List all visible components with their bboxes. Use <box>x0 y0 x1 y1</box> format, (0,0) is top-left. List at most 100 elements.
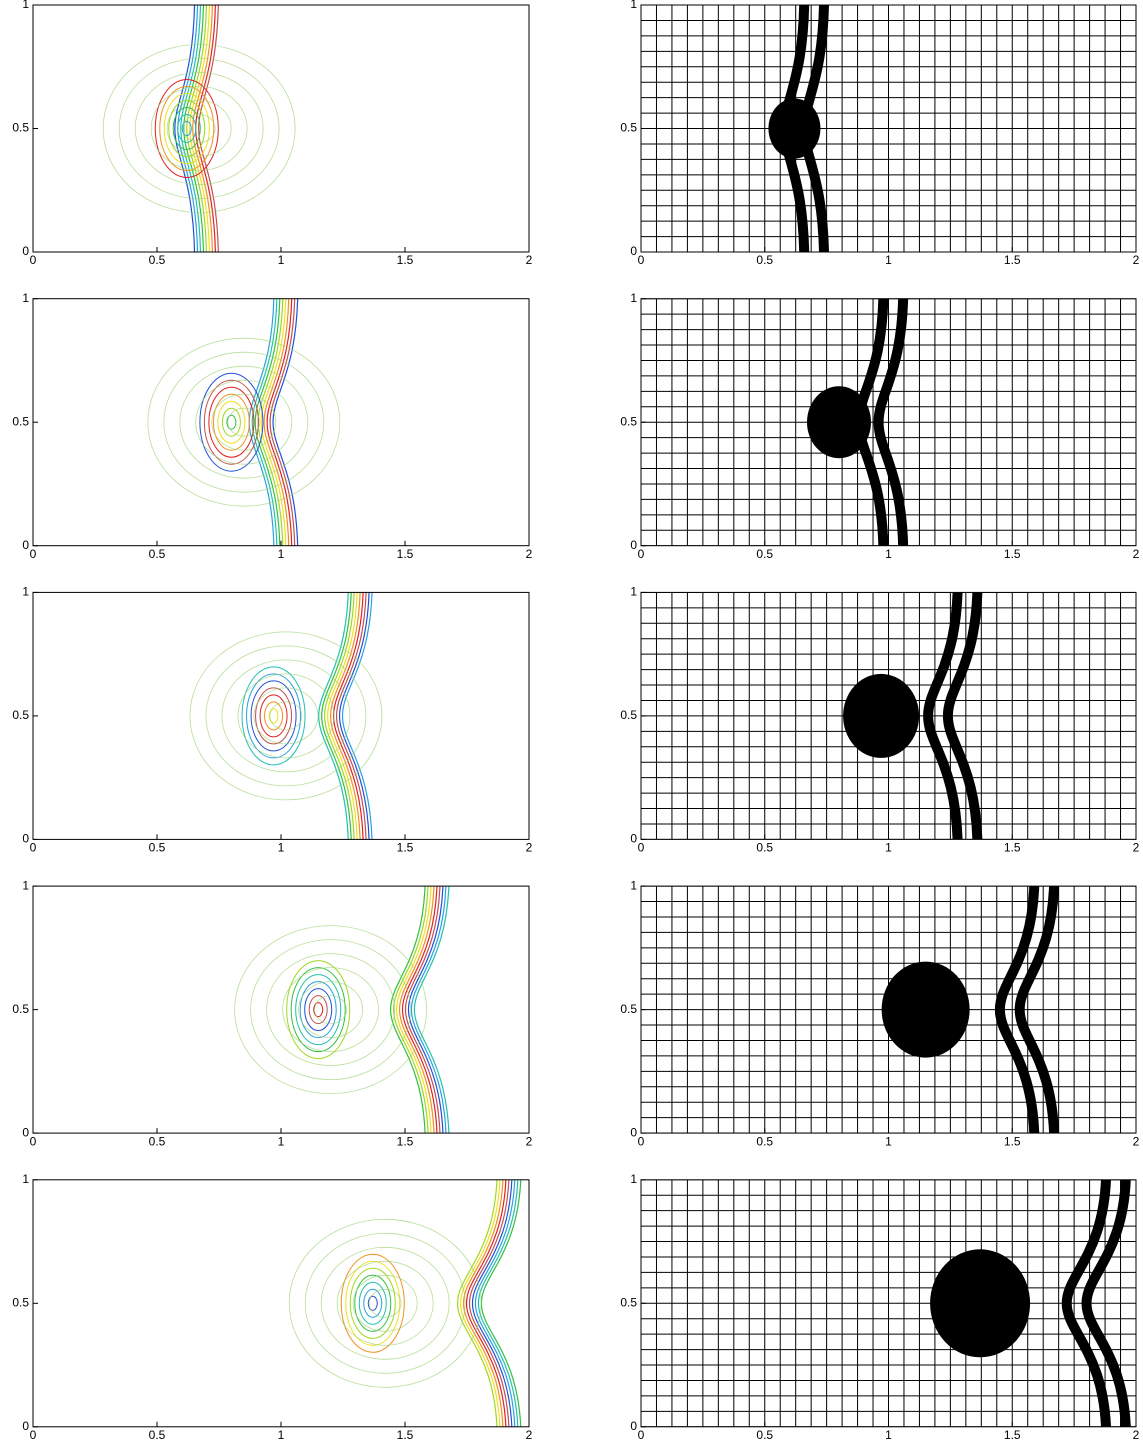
contour-line <box>251 298 278 546</box>
refined-region <box>873 298 909 546</box>
contour-line <box>150 86 248 171</box>
plot-area <box>641 5 1136 252</box>
contour-line <box>260 298 287 546</box>
contour-line <box>154 79 219 178</box>
x-tick-label: 2 <box>1133 547 1140 561</box>
x-tick-label: 1.5 <box>1004 1428 1021 1442</box>
contour-line <box>413 886 450 1134</box>
x-tick-label: 2 <box>1133 1428 1140 1442</box>
contour-line <box>203 379 259 465</box>
contour-line <box>401 886 438 1134</box>
panel: 0 0.5 1 1.5 2 0 0.5 1 <box>12 585 532 855</box>
contour-line <box>410 886 447 1134</box>
plot-area <box>189 592 383 840</box>
y-tick-label: 0 <box>630 1125 637 1139</box>
contour-line <box>174 5 196 252</box>
contour-line <box>468 1179 510 1427</box>
contour-line <box>459 1179 501 1427</box>
y-tick-label: 0.5 <box>620 708 637 722</box>
x-tick-label: 1.5 <box>1004 1134 1021 1148</box>
contour-line <box>407 886 444 1134</box>
y-tick-label: 0 <box>630 832 637 846</box>
contour-line <box>320 1246 450 1360</box>
y-tick-label: 1 <box>22 585 29 599</box>
contour-line <box>221 659 351 773</box>
contour-line <box>477 1179 519 1427</box>
x-tick-label: 0 <box>638 841 645 855</box>
contour-line <box>295 974 342 1046</box>
x-tick-label: 2 <box>526 547 533 561</box>
x-tick-label: 2 <box>1133 253 1140 267</box>
contour-line <box>159 86 215 171</box>
contour-line <box>177 114 197 143</box>
x-tick-label: 1.5 <box>397 253 414 267</box>
y-tick-label: 0 <box>22 538 29 552</box>
x-tick-label: 1 <box>885 1134 892 1148</box>
y-tick-label: 1 <box>630 1172 637 1186</box>
contour-line <box>358 1281 387 1325</box>
contour-line <box>237 673 335 759</box>
panel: 0 0.5 1 1.5 2 0 0.5 1 <box>620 585 1139 855</box>
contour-line <box>234 925 428 1094</box>
contour-line <box>168 100 206 157</box>
panel: 0 0.5 1 1.5 2 0 0.5 1 <box>620 291 1140 561</box>
y-tick-label: 0.5 <box>620 121 637 135</box>
y-tick-label: 1 <box>630 0 637 11</box>
panel: 0 0.5 1 1.5 2 0 0.5 1 <box>12 0 532 267</box>
contour-line <box>211 393 277 451</box>
contour-line <box>471 1179 513 1427</box>
contour-line <box>186 5 207 252</box>
x-tick-label: 1.5 <box>397 1134 414 1148</box>
x-tick-label: 0.5 <box>756 547 773 561</box>
contour-line <box>179 365 309 479</box>
plot-area <box>641 298 1136 546</box>
contour-line <box>189 631 383 801</box>
x-tick-label: 1.5 <box>1004 547 1021 561</box>
contour-line <box>352 1274 418 1332</box>
x-tick-label: 1 <box>278 253 285 267</box>
contour-line <box>329 592 361 840</box>
x-tick-label: 0 <box>638 253 645 267</box>
contour-line <box>264 701 284 731</box>
panel: 0 0.5 1 1.5 2 0 0.5 1 <box>12 291 533 561</box>
contour-line <box>282 967 380 1052</box>
contour-line <box>199 372 264 472</box>
x-tick-label: 2 <box>526 1134 533 1148</box>
contour-line <box>392 886 429 1134</box>
contour-line <box>163 93 210 164</box>
contour-line <box>217 400 246 444</box>
x-tick-label: 2 <box>526 1428 533 1442</box>
contour-line <box>263 298 290 546</box>
x-tick-label: 0 <box>30 547 37 561</box>
contour-line <box>286 960 351 1060</box>
contour-line <box>338 592 370 840</box>
y-tick-label: 0 <box>630 538 637 552</box>
x-tick-label: 0.5 <box>149 841 166 855</box>
refined-region <box>994 886 1040 1134</box>
x-tick-label: 1 <box>278 841 285 855</box>
contour-line <box>456 1179 498 1427</box>
contour-line <box>304 988 333 1032</box>
contour-line <box>205 645 367 787</box>
contour-line <box>166 100 232 157</box>
plot-area <box>641 1179 1136 1427</box>
x-tick-label: 1 <box>885 1428 892 1442</box>
contour-line <box>340 1253 405 1353</box>
refined-region <box>942 592 983 840</box>
contour-line <box>221 407 241 437</box>
contour-line <box>102 44 296 213</box>
contour-line <box>255 687 293 745</box>
contour-line <box>172 107 201 150</box>
x-tick-label: 1.5 <box>397 547 414 561</box>
refined-region <box>930 1249 1031 1358</box>
contour-line <box>226 414 237 430</box>
contour-line <box>266 953 396 1066</box>
x-tick-label: 1.5 <box>397 841 414 855</box>
y-tick-label: 0.5 <box>12 708 29 722</box>
refined-region <box>923 592 963 840</box>
contour-line <box>253 687 319 745</box>
x-tick-label: 1 <box>885 841 892 855</box>
x-tick-label: 1.5 <box>397 1428 414 1442</box>
contour-line <box>254 298 281 546</box>
